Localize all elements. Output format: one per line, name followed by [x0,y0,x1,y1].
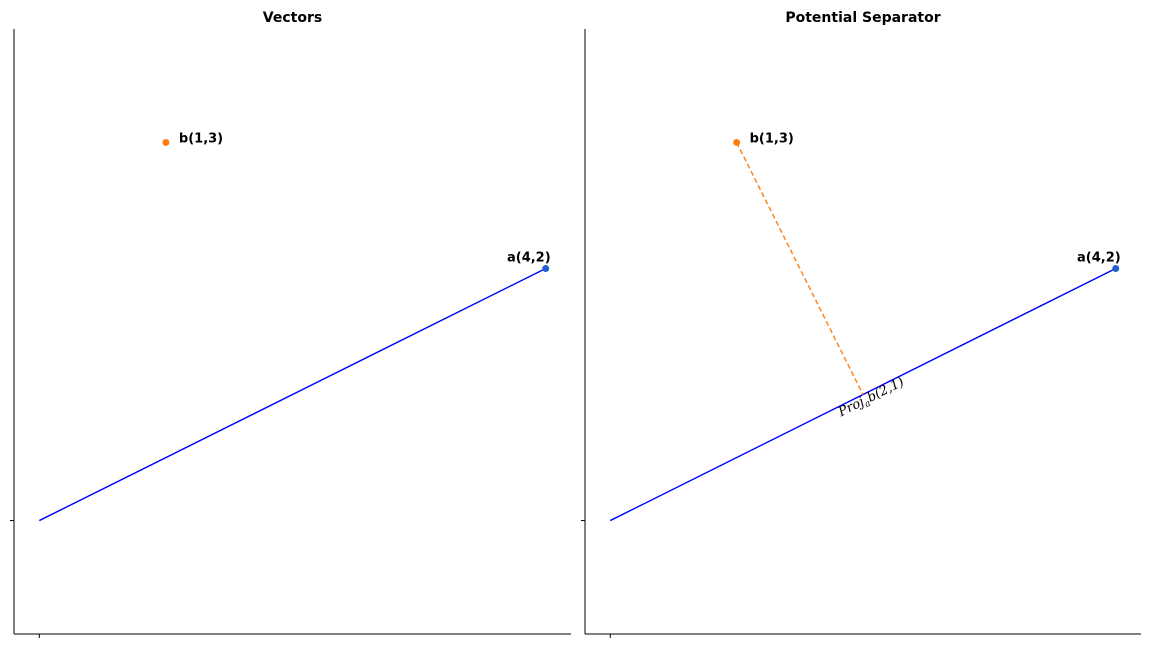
point-label: a(4,2) [507,250,551,265]
projection-dashed-line [736,142,864,395]
vector-a-line [39,267,546,522]
chart-title: Vectors [263,10,322,26]
point-2 [733,138,741,146]
chart-title: Potential Separator [785,10,940,26]
point-1 [542,264,550,272]
subplot-2: Potential Separator Projab(2,1) a(4,2) b(1,… [581,10,1141,638]
point-1 [1112,264,1120,272]
point-label: a(4,2) [1077,250,1121,265]
projection-label: Projab(2,1) [835,375,907,423]
point-label: b(1,3) [750,131,794,146]
subplot-1: Vectors a(4,2) b(1,3) [10,10,571,638]
point-label: b(1,3) [179,131,223,146]
point-2 [162,138,170,146]
